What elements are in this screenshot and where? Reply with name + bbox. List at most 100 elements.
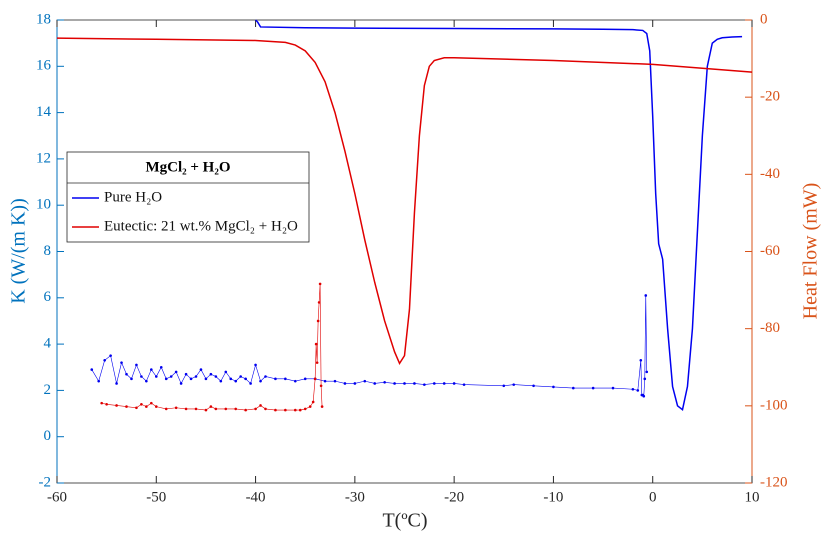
k-point	[219, 379, 223, 383]
k-point	[644, 294, 648, 297]
x-tick-label: -10	[543, 489, 563, 505]
k-point	[130, 377, 133, 381]
k-point	[125, 372, 128, 376]
k-point	[333, 379, 337, 383]
legend-box	[66, 151, 310, 243]
k-point	[229, 377, 233, 381]
k-point	[209, 372, 213, 376]
k-point	[194, 407, 198, 411]
k-point	[611, 386, 615, 390]
y-tick-label: -2	[39, 474, 52, 490]
k-point	[512, 383, 516, 386]
k-point	[636, 389, 640, 392]
k-point	[320, 405, 324, 408]
k-point	[140, 375, 143, 378]
k-point	[214, 375, 218, 378]
k-point	[109, 354, 112, 357]
k-point	[373, 382, 377, 385]
k-point	[502, 384, 506, 388]
y-tick-label: 12	[36, 150, 51, 166]
heat-flow-line	[255, 19, 743, 412]
y-axis-label: K (W/(m K))	[8, 198, 30, 304]
k-point	[164, 407, 168, 411]
k-point	[318, 282, 322, 286]
k-point	[403, 382, 406, 385]
k-point	[442, 382, 446, 385]
k-point	[189, 377, 193, 381]
k-point	[254, 407, 257, 411]
k-point	[103, 359, 106, 362]
k-point	[552, 385, 555, 389]
k-point	[452, 382, 456, 385]
k-point	[311, 400, 315, 404]
k-point	[315, 361, 319, 364]
k-point	[532, 384, 535, 388]
k-point	[313, 377, 317, 381]
legend-title: MgCl₂ + H₂O	[145, 159, 230, 175]
k-point	[244, 408, 247, 412]
y2-tick-label: -100	[760, 397, 788, 413]
k-point	[308, 405, 312, 408]
k-point	[303, 377, 307, 381]
k-point	[184, 372, 188, 376]
k-point	[284, 377, 287, 381]
k-point	[224, 407, 228, 411]
k-point	[353, 382, 357, 385]
k-point	[224, 370, 228, 374]
y-tick-label: 18	[36, 11, 51, 27]
k-point	[293, 408, 297, 412]
x-tick-label: -60	[47, 489, 67, 505]
k-point	[645, 370, 649, 374]
x-tick-label: -20	[444, 489, 464, 505]
k-point	[97, 379, 100, 383]
k-point	[254, 363, 257, 367]
plot-frame	[56, 19, 753, 484]
k-point	[154, 405, 158, 408]
k-point	[383, 380, 386, 384]
y2-tick-label: -40	[760, 166, 780, 182]
y-tick-label: 10	[36, 197, 51, 213]
k-point	[264, 407, 267, 411]
k-point	[303, 407, 307, 411]
k-point	[100, 401, 103, 405]
k-point	[159, 365, 163, 369]
k-point	[140, 402, 143, 406]
x-tick-label: 0	[649, 489, 657, 505]
k-point	[105, 402, 108, 406]
x-tick-label: -50	[146, 489, 166, 505]
k-point	[244, 377, 247, 381]
k-point	[179, 382, 183, 385]
k-point	[145, 405, 148, 408]
k-point	[164, 377, 168, 381]
k-point	[314, 342, 318, 346]
y-tick-label: 6	[44, 289, 52, 305]
k-point	[643, 377, 647, 381]
k-point	[343, 382, 347, 385]
k-point	[125, 405, 128, 408]
y-tick-label: 8	[44, 243, 52, 259]
y-tick-label: 14	[36, 104, 52, 120]
k-point	[135, 363, 138, 367]
y2-tick-label: -60	[760, 243, 780, 259]
k-point	[169, 375, 173, 378]
k-point	[432, 382, 436, 385]
k-point	[209, 405, 213, 408]
k-point	[214, 407, 218, 411]
k-point	[284, 408, 287, 412]
k-point	[115, 404, 118, 407]
k-point	[145, 379, 148, 383]
k-point	[323, 379, 327, 383]
k-point	[642, 394, 646, 398]
k-point	[317, 301, 321, 304]
legend-label: Pure H₂O	[104, 189, 162, 205]
k-point	[234, 407, 238, 411]
k-point	[115, 382, 118, 385]
heat-flow-line	[56, 37, 753, 365]
k-point	[413, 382, 416, 385]
k-point	[274, 377, 277, 381]
k-point	[591, 386, 595, 390]
k-point	[274, 408, 277, 412]
y-tick-label: 16	[36, 58, 52, 74]
k-point	[249, 382, 252, 385]
